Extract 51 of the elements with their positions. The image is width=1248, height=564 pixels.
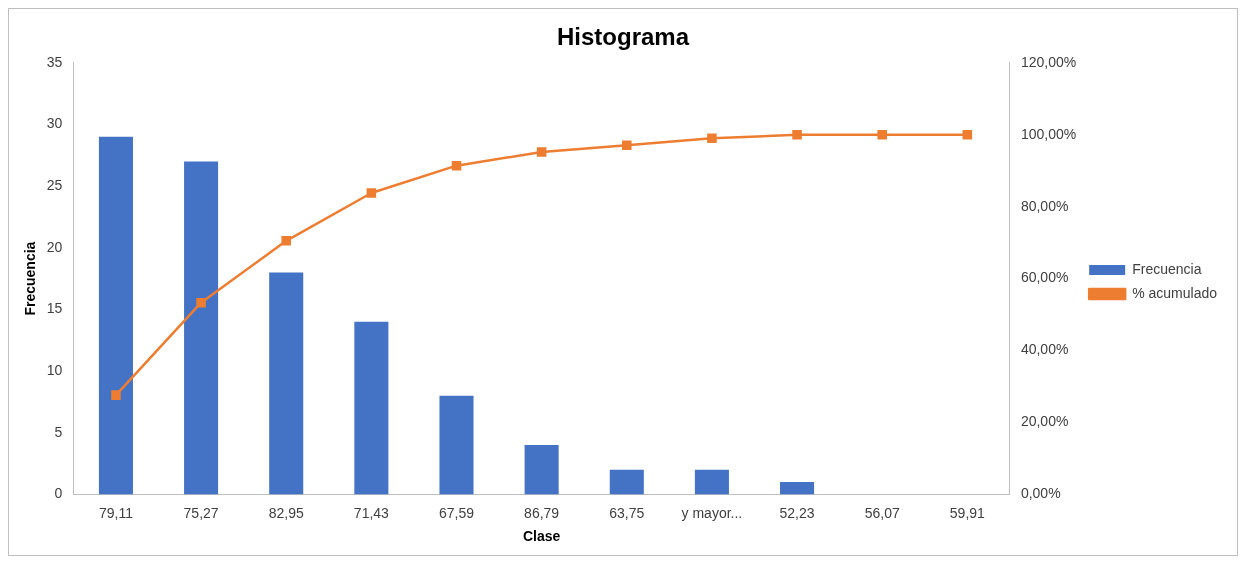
y-tick-label: 35	[46, 53, 63, 70]
x-tick-label: 86,79	[524, 504, 560, 521]
bar	[524, 445, 559, 495]
bar	[439, 395, 474, 495]
y-tick-label: 10	[46, 361, 63, 378]
y-tick-label: 25	[46, 176, 63, 193]
x-tick-label: 63,75	[609, 504, 645, 521]
x-tick-label: 75,27	[183, 504, 219, 521]
y-tick-label: 20	[46, 238, 63, 255]
point	[111, 390, 121, 400]
y-axis-title: Frecuencia	[22, 241, 39, 316]
chart-title: Histograma	[556, 23, 690, 51]
y-tick-label: 30	[46, 115, 63, 132]
bar	[354, 321, 389, 495]
bar	[609, 469, 644, 495]
y-tick-label: 0	[54, 485, 63, 502]
x-axis-title: Clase	[522, 528, 561, 545]
bar	[780, 482, 815, 495]
x-tick-label: 67,59	[438, 504, 475, 521]
x-tick-label: 71,43	[353, 504, 390, 521]
x-tick-label: y mayor...	[681, 504, 743, 521]
y2-tick-label: 0,00%	[1020, 485, 1061, 502]
y-tick-label: 5	[54, 423, 63, 440]
y2-tick-label: 40,00%	[1020, 341, 1069, 358]
point	[366, 188, 377, 198]
y2-tick-label: 120,00%	[1020, 53, 1077, 70]
legend-label: Frecuencia	[1132, 260, 1202, 277]
point	[281, 236, 292, 246]
point	[707, 133, 717, 144]
y2-tick-label: 60,00%	[1020, 269, 1069, 286]
x-tick-label: 56,07	[864, 504, 900, 521]
legend-label: % acumulado	[1132, 284, 1218, 301]
point	[621, 140, 632, 150]
x-tick-label: 52,23	[779, 504, 815, 521]
y2-tick-label: 100,00%	[1020, 125, 1077, 142]
point	[877, 129, 887, 140]
point	[962, 129, 973, 140]
point	[536, 147, 547, 157]
point	[451, 160, 462, 171]
bar	[694, 469, 729, 495]
x-tick-label: 79,11	[98, 504, 134, 521]
x-tick-label: 59,91	[949, 504, 986, 521]
bar	[184, 161, 219, 495]
x-tick-label: 82,95	[268, 504, 304, 521]
point	[792, 129, 802, 140]
y-tick-label: 15	[46, 300, 63, 317]
bar	[269, 272, 304, 495]
y2-tick-label: 20,00%	[1020, 413, 1069, 430]
point	[196, 297, 206, 308]
bar	[98, 136, 133, 495]
y2-tick-label: 80,00%	[1020, 197, 1069, 214]
